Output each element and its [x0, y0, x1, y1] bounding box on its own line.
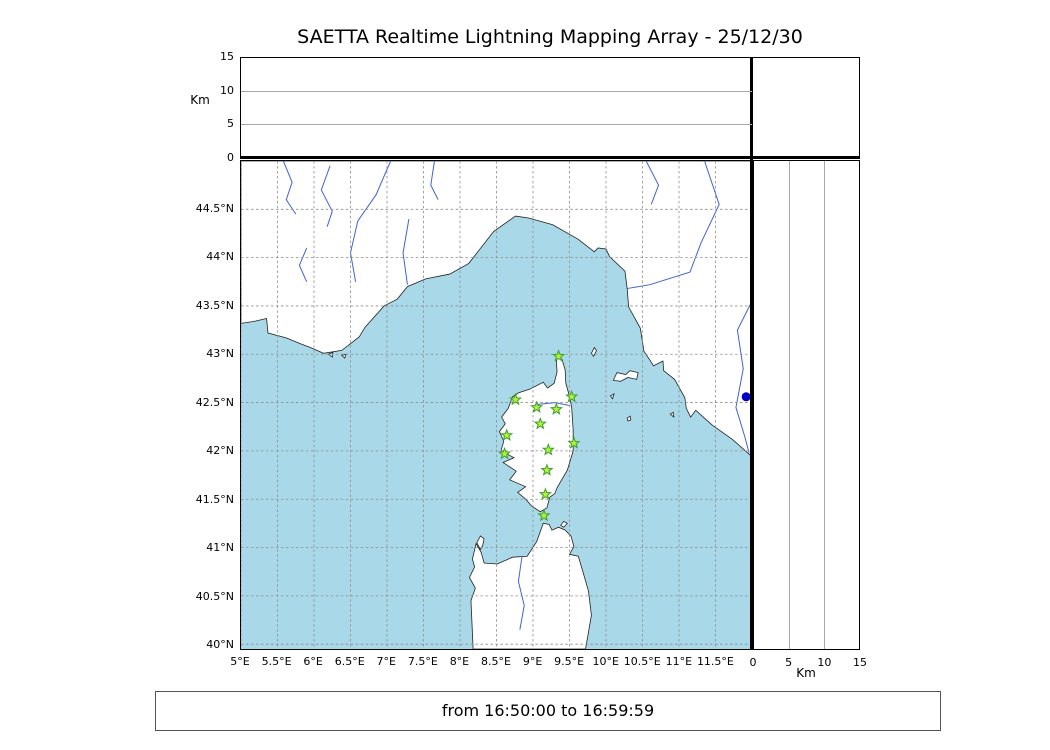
altitude-axis-label-right: Km	[796, 666, 816, 680]
station-star-marker	[551, 349, 566, 362]
lon-tick-label: 9.5°E	[554, 655, 585, 668]
river	[736, 301, 752, 453]
thick-separator-horizontal	[240, 156, 860, 159]
thick-separator-vertical	[750, 57, 753, 650]
altitude-tick-label-top: 0	[227, 151, 234, 164]
altitude-axis-label-top: Km	[190, 93, 210, 107]
lat-tick-label: 42°N	[206, 444, 234, 458]
map-base-svg	[241, 161, 752, 649]
river	[321, 166, 332, 227]
station-star-marker	[537, 508, 551, 522]
altitude-tick-label-top: 5	[227, 117, 234, 131]
lat-tick-label: 40°N	[206, 638, 234, 652]
altitude-panel-line	[241, 124, 752, 126]
river	[646, 161, 658, 204]
lightning-source-dot	[741, 392, 751, 402]
island-elba	[613, 371, 638, 382]
altitude-lon-panel	[240, 57, 753, 158]
altitude-panel-line	[788, 161, 790, 649]
river	[518, 556, 524, 629]
altitude-tick-label-right: 5	[785, 656, 793, 669]
lon-tick-label: 10°E	[592, 655, 619, 668]
lon-tick-label: 6.5°E	[334, 655, 365, 668]
river	[299, 248, 306, 282]
station-star-marker	[508, 392, 523, 406]
altitude-tick-label-top: 15	[220, 50, 234, 63]
lon-tick-label: 8°E	[449, 655, 470, 668]
station-star-marker	[497, 446, 512, 460]
river	[283, 161, 295, 214]
island-sardinia	[469, 523, 591, 649]
lat-tick-label: 40.5°N	[195, 589, 234, 603]
map-overlay-svg	[241, 161, 752, 649]
river	[351, 161, 391, 282]
river	[431, 161, 438, 200]
altitude-panel-line	[824, 161, 826, 649]
time-range-text: from 16:50:00 to 16:59:59	[441, 701, 655, 720]
lon-tick-label: 11°E	[665, 655, 693, 668]
island-pianosa	[610, 394, 614, 399]
river	[403, 219, 409, 285]
island-hyeres-2	[342, 354, 346, 358]
lat-tick-label: 44°N	[206, 250, 234, 264]
island-asinara	[477, 536, 484, 550]
time-range-box: from 16:50:00 to 16:59:59	[155, 691, 941, 731]
page-title: SAETTA Realtime Lightning Mapping Array …	[297, 26, 803, 48]
lat-tick-label: 43°N	[206, 347, 234, 361]
lat-tick-label: 44.5°N	[195, 201, 234, 215]
station-star-marker	[549, 402, 563, 415]
coastline-mainland	[241, 161, 752, 457]
station-star-marker	[540, 463, 554, 476]
altitude-tick-label-right: 10	[817, 656, 832, 669]
map-panel	[240, 160, 753, 650]
altitude-tick-label-top: 10	[220, 83, 234, 97]
lon-tick-label: 9°E	[522, 655, 543, 668]
altitude-lat-panel	[753, 160, 860, 650]
altitude-tick-label-right: 0	[749, 656, 757, 669]
station-star-marker	[500, 428, 514, 442]
lon-tick-label: 5.5°E	[261, 655, 292, 668]
lat-tick-label: 42.5°N	[195, 395, 234, 409]
lon-tick-label: 11.5°E	[696, 655, 734, 668]
lat-tick-label: 41.5°N	[195, 492, 234, 506]
station-star-marker	[533, 416, 547, 430]
lon-tick-label: 8.5°E	[481, 655, 511, 668]
lat-tick-label: 41°N	[206, 541, 234, 555]
altitude-panel-line	[241, 90, 752, 92]
station-star-marker	[530, 400, 544, 414]
lon-tick-label: 10.5°E	[623, 655, 661, 668]
island-giglio	[670, 412, 674, 417]
station-star-marker	[538, 487, 552, 500]
island-corsica	[499, 353, 573, 511]
lon-tick-label: 7°E	[376, 655, 396, 668]
lon-tick-label: 6°E	[303, 655, 323, 668]
corner-panel	[752, 57, 860, 158]
altitude-tick-label-right: 15	[853, 656, 867, 669]
lon-tick-label: 5°E	[230, 655, 250, 668]
island-hyeres-1	[329, 352, 333, 357]
station-star-marker	[565, 389, 579, 403]
station-star-marker	[567, 436, 581, 449]
river	[537, 403, 570, 406]
station-star-marker	[541, 443, 555, 456]
island-maddalena	[561, 521, 568, 527]
lon-tick-label: 7.5°E	[407, 655, 438, 668]
island-montecristo	[627, 416, 631, 421]
lat-tick-label: 43.5°N	[195, 298, 234, 312]
